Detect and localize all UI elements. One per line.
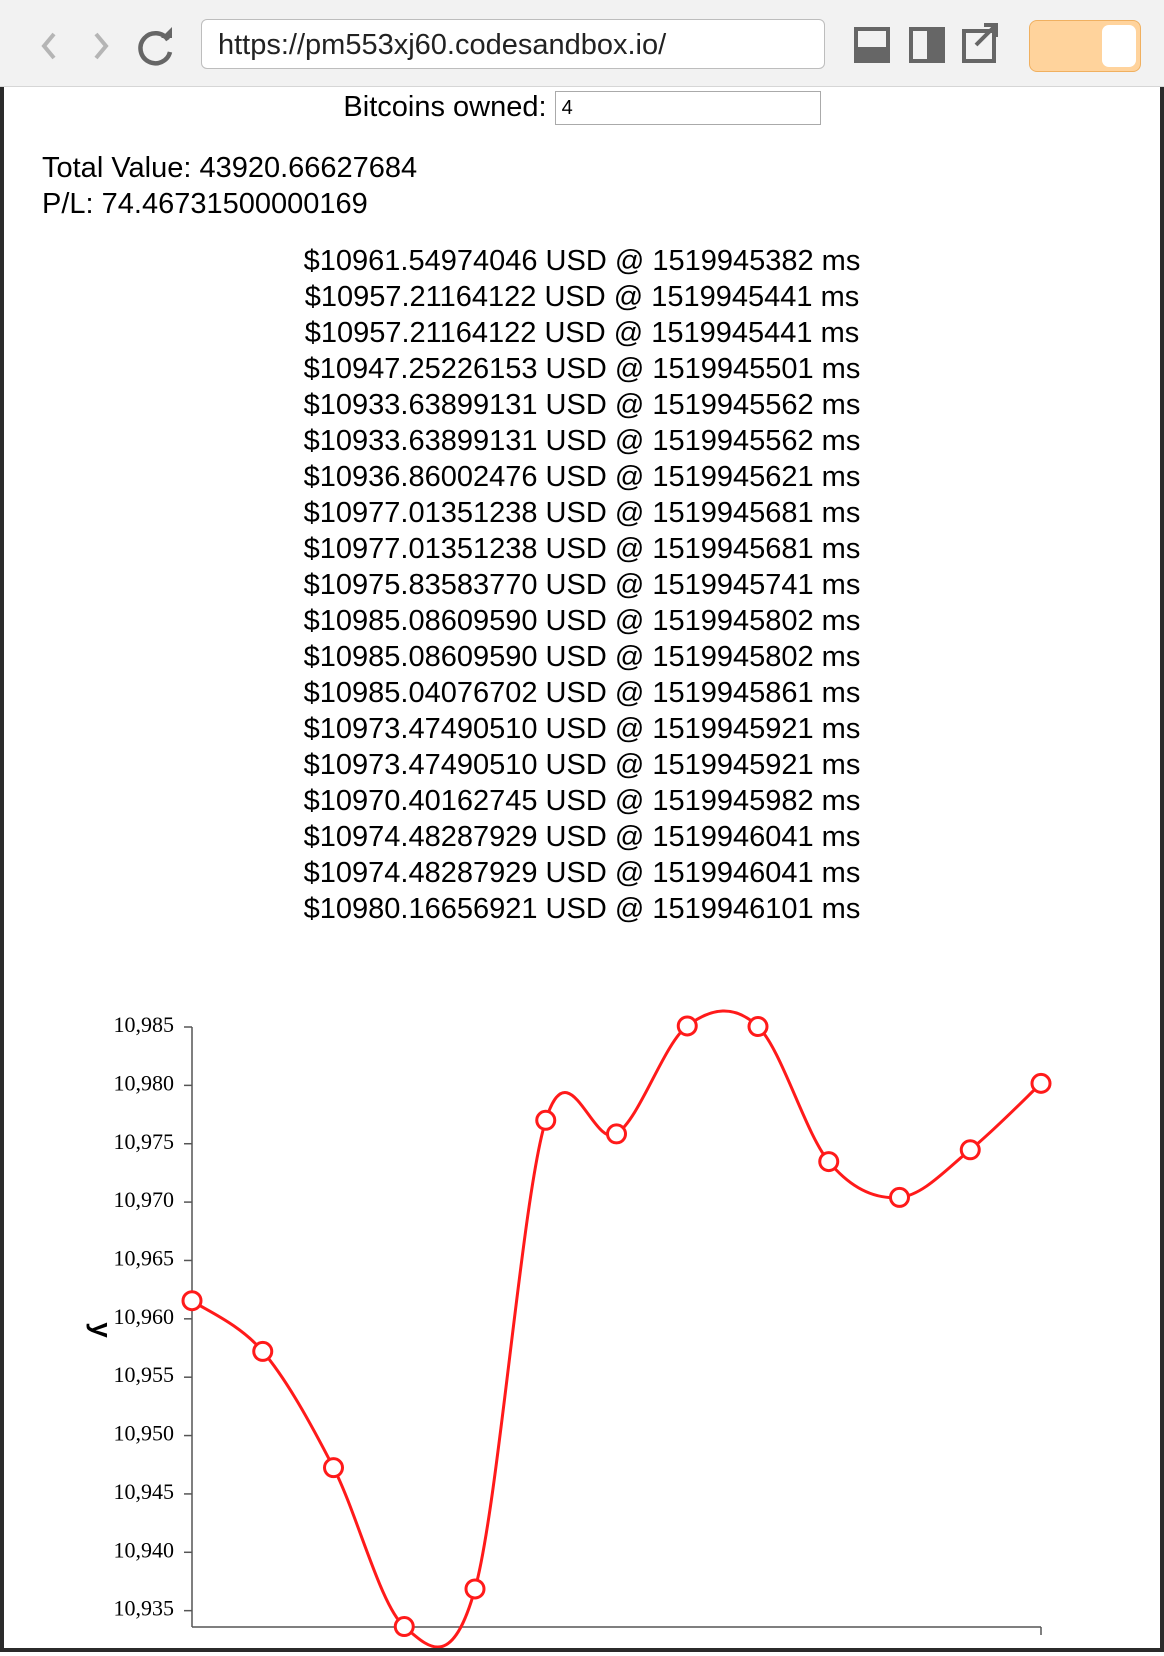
price-row: $10973.47490510 USD @ 1519945921 ms [303, 713, 861, 745]
point [323, 1457, 344, 1479]
point [959, 1139, 981, 1161]
price-row: $10936.86002476 USD @ 1519945621 ms [303, 461, 861, 493]
y-tick-label: 10,940 [114, 1537, 175, 1562]
y-tick-label: 10,970 [114, 1187, 175, 1212]
price-row: $10977.01351238 USD @ 1519945681 ms [303, 533, 861, 565]
price-row: $10985.08609590 USD @ 1519945802 ms [303, 605, 861, 637]
toolbar-icons [41, 23, 998, 66]
point [464, 1578, 486, 1600]
owned-input[interactable] [554, 91, 821, 126]
browser-toolbar: https://pm553xj60.codesandbox.io/ [0, 0, 1164, 87]
open-button[interactable] [962, 29, 996, 63]
total-value: Total Value: 43920.66627684 [42, 152, 418, 184]
point [747, 1016, 769, 1038]
y-tick-label: 10,955 [114, 1362, 175, 1387]
y-tick-label: 10,980 [114, 1070, 175, 1095]
price-row: $10985.04076702 USD @ 1519945861 ms [303, 677, 861, 709]
reload-button[interactable] [138, 31, 173, 66]
point [393, 1616, 415, 1638]
y-tick-label: 10,945 [114, 1479, 175, 1504]
y-tick-label: 10,985 [114, 1012, 175, 1037]
price-row: $10975.83583770 USD @ 1519945741 ms [303, 569, 861, 601]
point [818, 1151, 840, 1173]
y-axis-label: y [87, 1322, 118, 1338]
price-row: $10947.25226153 USD @ 1519945501 ms [303, 353, 861, 385]
price-row: $10973.47490510 USD @ 1519945921 ms [303, 749, 861, 781]
url-bar[interactable]: https://pm553xj60.codesandbox.io/ [201, 19, 825, 69]
line [191, 1009, 1043, 1649]
price-row: $10974.48287929 USD @ 1519946041 ms [303, 857, 861, 889]
price-row: $10980.16656921 USD @ 1519946101 ms [303, 893, 861, 925]
summary: Total Value: 43920.66627684 P/L: 74.4673… [42, 150, 417, 222]
toggle[interactable] [1029, 20, 1141, 72]
price-row: $10977.01351238 USD @ 1519945681 ms [303, 497, 861, 529]
owned-label: Bitcoins owned: [343, 91, 547, 123]
profit-loss: P/L: 74.46731500000169 [42, 188, 368, 220]
point [889, 1186, 910, 1208]
y-tick-label: 10,965 [114, 1246, 175, 1271]
owned-row: Bitcoins owned: [0, 91, 1164, 126]
price-row: $10985.08609590 USD @ 1519945802 ms [303, 641, 861, 673]
point [676, 1015, 698, 1037]
forward-button[interactable] [94, 32, 109, 60]
point [181, 1290, 203, 1312]
price-row: $10961.54974046 USD @ 1519945382 ms [303, 245, 861, 277]
point [535, 1109, 557, 1131]
y-tick-label: 10,960 [114, 1304, 175, 1329]
y-tick-label: 10,935 [114, 1596, 175, 1621]
price-list: $10961.54974046 USD @ 1519945382 ms $1095… [0, 243, 1164, 927]
y-tick-label: 10,975 [114, 1129, 175, 1154]
y-tick-label: 10,950 [114, 1421, 175, 1446]
point [252, 1340, 274, 1362]
point [1030, 1072, 1052, 1094]
price-row: $10970.40162745 USD @ 1519945982 ms [303, 785, 861, 817]
price-row: $10933.63899131 USD @ 1519945562 ms [303, 389, 861, 421]
price-row: $10957.21164122 USD @ 1519945441 ms [304, 281, 860, 313]
back-button[interactable] [41, 32, 56, 60]
price-row: $10974.48287929 USD @ 1519946041 ms [303, 821, 861, 853]
point [606, 1123, 627, 1145]
price-row: $10957.21164122 USD @ 1519945441 ms [304, 317, 860, 349]
price-row: $10933.63899131 USD @ 1519945562 ms [303, 425, 861, 457]
